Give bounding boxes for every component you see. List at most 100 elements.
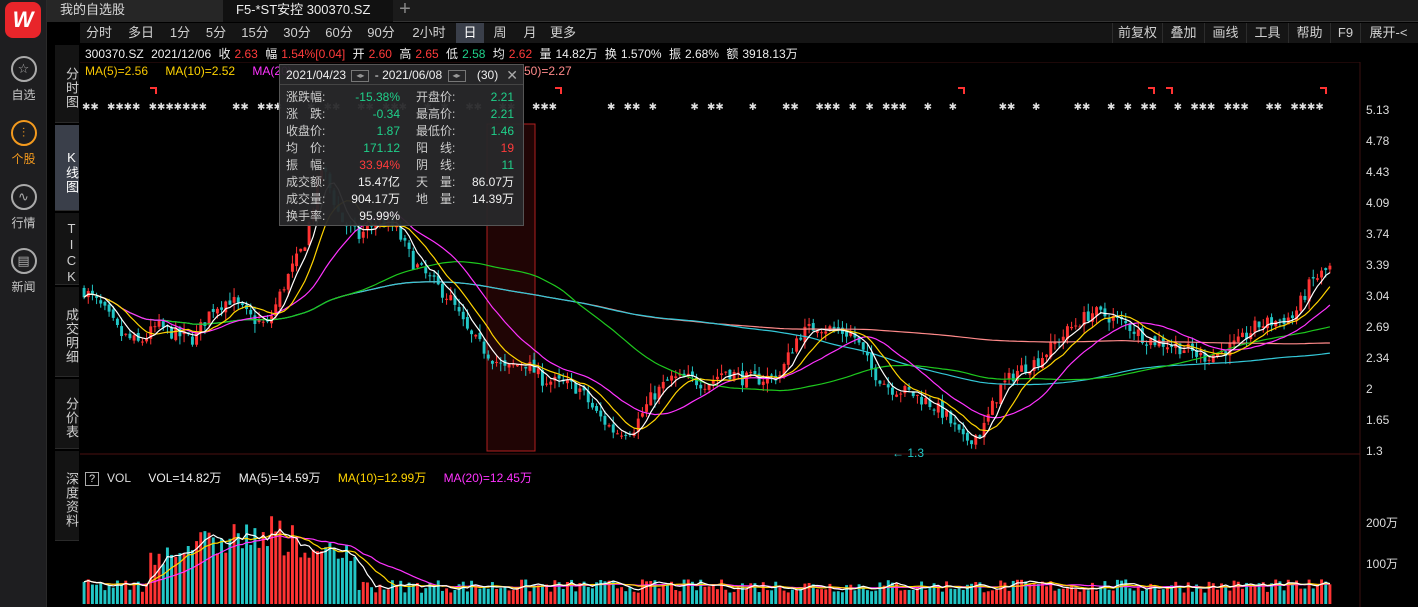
volume-bar <box>607 580 611 604</box>
candle-body <box>661 381 665 389</box>
volume-bar <box>1274 579 1278 604</box>
star-icon: ☆ <box>10 56 37 82</box>
signal-star: ✱ <box>157 102 165 113</box>
volume-bar <box>199 532 203 604</box>
period-more[interactable]: 更多 <box>549 25 576 40</box>
stock-chart-icon: ⫶ <box>10 120 37 146</box>
candle-body <box>974 435 978 445</box>
range-end-stepper[interactable]: ◂▸ <box>447 69 466 82</box>
tab-stock[interactable]: F5-*ST安控 300370.SZ <box>223 0 393 22</box>
period-2hour[interactable]: 2小时 <box>412 25 446 40</box>
help-icon[interactable]: ? <box>85 472 99 486</box>
signal-star: ✱ <box>707 102 715 113</box>
kline-chart[interactable]: ✱ ✱ ✱ ✱ ✱ ✱ ✱ ✱ ✱ ✱ ✱ ✱ ✱ ✱ ✱ ✱ ✱ ✱ ✱ ✱ ✱ ✱ ✱ ✱ ✱ ✱ ✱ ✱ ✱ ✱ ✱ ✱ ✱ ✱ ✱ ✱ ✱ ✱ ✱ ✱… <box>80 62 1418 607</box>
side-tab-kline[interactable]: K线图 <box>55 125 79 211</box>
period-day[interactable]: 日 <box>456 23 484 43</box>
candle-body <box>282 289 286 291</box>
period-5min[interactable]: 5分 <box>205 25 227 40</box>
period-month[interactable]: 月 <box>523 25 537 40</box>
volume-bar <box>1282 590 1286 604</box>
candle-body <box>1207 359 1211 361</box>
volume-bar <box>507 590 511 604</box>
signal-star: ✱ <box>649 102 657 113</box>
volume-bar <box>553 580 557 604</box>
candle-body <box>957 424 961 430</box>
price-tick: 3.74 <box>1366 227 1390 241</box>
close-icon[interactable]: ✕ <box>506 67 518 83</box>
candle-body <box>403 237 407 241</box>
candle-body <box>1211 354 1215 363</box>
candle-body <box>1011 373 1015 382</box>
f9-button[interactable]: F9 <box>1330 23 1360 43</box>
candle-body <box>924 398 928 405</box>
signal-star: ✱ <box>782 102 790 113</box>
side-tab-intraday[interactable]: 分时图 <box>55 45 79 123</box>
volume-bar <box>128 589 132 604</box>
volume-bar <box>528 591 532 604</box>
candle-body <box>1161 338 1165 347</box>
period-1min[interactable]: 1分 <box>169 25 191 40</box>
low-value: 2.58 <box>462 47 486 61</box>
candle-body <box>620 435 624 437</box>
period-30min[interactable]: 30分 <box>283 25 311 40</box>
volume-bar <box>82 581 86 604</box>
candle-body <box>365 225 369 230</box>
stat-value: 86.07万 <box>471 175 514 189</box>
period-15min[interactable]: 15分 <box>241 25 269 40</box>
candle-body <box>140 341 144 343</box>
period-90min[interactable]: 90分 <box>367 25 395 40</box>
tools-button[interactable]: 工具 <box>1246 23 1288 43</box>
signal-star: ✱ <box>607 102 615 113</box>
volume-bar <box>257 547 261 604</box>
period-intraday[interactable]: 分时 <box>85 25 112 40</box>
candle-body <box>478 332 482 340</box>
tab-watchlist[interactable]: 我的自选股 <box>47 0 223 22</box>
candle-body <box>745 372 749 388</box>
side-tab-price-table[interactable]: 分价表 <box>55 379 79 449</box>
add-tab-button[interactable]: + <box>399 0 411 20</box>
rail-item-market[interactable]: ∿ 行情 <box>0 184 47 231</box>
signal-corner <box>555 87 562 94</box>
volume-bar <box>274 531 278 604</box>
draw-line-button[interactable]: 画线 <box>1204 23 1246 43</box>
overlay-button[interactable]: 叠加 <box>1162 23 1204 43</box>
candle-body <box>995 402 999 404</box>
volume-bar <box>1128 588 1132 604</box>
price-tick: 4.09 <box>1366 196 1390 210</box>
period-week[interactable]: 周 <box>493 25 507 40</box>
side-tab-profile[interactable]: 深度资料 <box>55 451 79 541</box>
candle-body <box>1157 340 1161 347</box>
signal-star: ✱ <box>1107 102 1115 113</box>
volume-bar <box>361 581 365 604</box>
candle-body <box>515 364 519 367</box>
signal-star: ✱ <box>182 102 190 113</box>
volume-bar <box>378 584 382 604</box>
kline-svg[interactable]: ✱ ✱ ✱ ✱ ✱ ✱ ✱ ✱ ✱ ✱ ✱ ✱ ✱ ✱ ✱ ✱ ✱ ✱ ✱ ✱ ✱ ✱ ✱ ✱ ✱ ✱ ✱ ✱ ✱ ✱ ✱ ✱ ✱ ✱ ✱ ✱ ✱ ✱ ✱ ✱… <box>80 62 1418 607</box>
candle-body <box>220 307 224 310</box>
expand-button[interactable]: 展开-< <box>1360 23 1416 43</box>
help-button[interactable]: 帮助 <box>1288 23 1330 43</box>
candle-body <box>811 323 815 331</box>
volume-bar <box>790 589 794 604</box>
candle-body <box>432 275 436 277</box>
stat-value: 33.94% <box>359 158 400 172</box>
side-tab-tick[interactable]: TICK <box>55 213 79 285</box>
period-multiday[interactable]: 多日 <box>127 25 154 40</box>
volume-bar <box>153 564 157 604</box>
side-tab-trades[interactable]: 成交明细 <box>55 287 79 377</box>
volume-bar <box>436 580 440 604</box>
volume-bar <box>653 580 657 604</box>
volume-bar <box>707 586 711 604</box>
rail-item-news[interactable]: ▤ 新闻 <box>0 248 47 295</box>
range-start-stepper[interactable]: ◂▸ <box>351 69 370 82</box>
rail-item-watchlist[interactable]: ☆ 自选 <box>0 56 47 103</box>
volume-bar <box>145 583 149 604</box>
volume-bar <box>636 592 640 604</box>
volume-bar <box>1299 588 1303 604</box>
signal-star: ✱ <box>832 102 840 113</box>
adjust-forward-button[interactable]: 前复权 <box>1112 23 1162 43</box>
period-60min[interactable]: 60分 <box>325 25 353 40</box>
volume-bar <box>249 544 253 604</box>
rail-item-stock[interactable]: ⫶ 个股 <box>0 120 47 167</box>
candle-body <box>599 410 603 417</box>
